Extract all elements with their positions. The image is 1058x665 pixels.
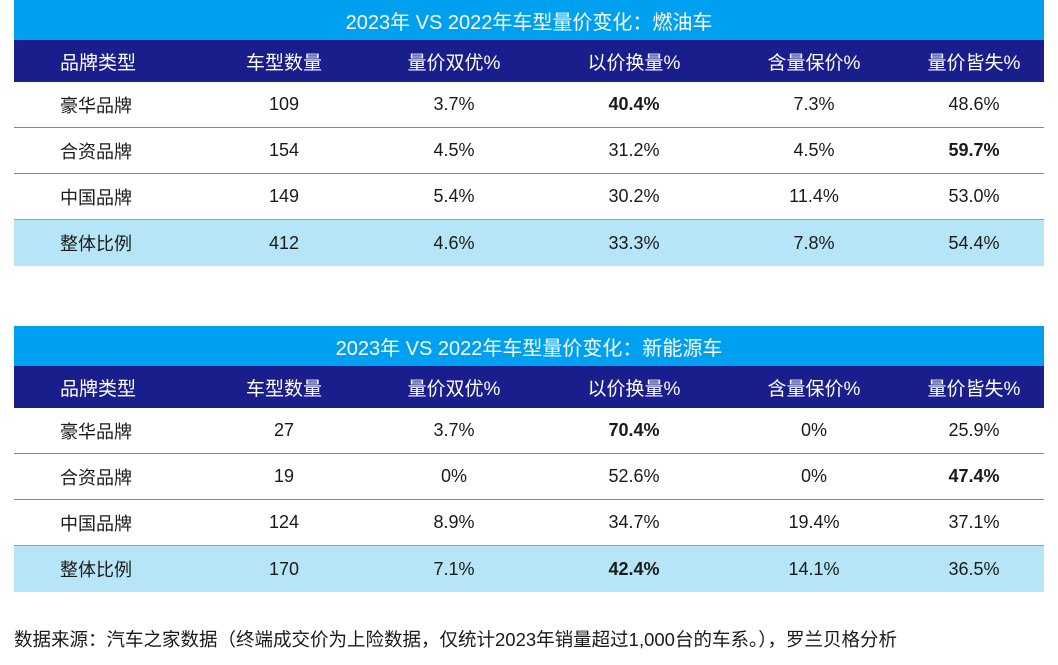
table-cell: 合资品牌 xyxy=(60,467,132,488)
table-cell: 0% xyxy=(440,466,467,486)
table-cell: 中国品牌 xyxy=(60,187,132,208)
table-cell: 40.4% xyxy=(608,94,660,114)
table-header-row: 品牌类型 车型数量 量价双优% 以价换量% 含量保价% 量价皆失% xyxy=(14,40,1044,82)
table-row: 豪华品牌 109 3.7% 40.4% 7.3% 48.6% xyxy=(14,82,1044,128)
table-cell: 25.9% xyxy=(948,420,1000,440)
table-cell: 19 xyxy=(273,466,295,486)
table-total-row: 整体比例 412 4.6% 33.3% 7.8% 54.4% xyxy=(14,220,1044,266)
table-cell: 30.2% xyxy=(608,186,660,206)
table-cell: 5.4% xyxy=(433,186,475,206)
table-cell: 0% xyxy=(800,420,827,440)
header-cell: 品牌类型 xyxy=(60,52,137,74)
header-cell: 量价皆失% xyxy=(927,52,1021,74)
table-cell: 27 xyxy=(273,420,295,440)
header-cell: 含量保价% xyxy=(767,52,861,74)
header-cell: 以价换量% xyxy=(587,378,681,400)
table-cell: 59.7% xyxy=(948,140,1000,160)
table-row: 合资品牌 19 0% 52.6% 0% 47.4% xyxy=(14,454,1044,500)
table-cell: 3.7% xyxy=(433,420,475,440)
table-row: 合资品牌 154 4.5% 31.2% 4.5% 59.7% xyxy=(14,128,1044,174)
table-cell: 4.5% xyxy=(793,140,835,160)
table-row: 中国品牌 149 5.4% 30.2% 11.4% 53.0% xyxy=(14,174,1044,220)
table-cell: 19.4% xyxy=(788,512,840,532)
table-cell: 154 xyxy=(268,140,300,160)
table-cell: 整体比例 xyxy=(60,560,132,580)
table-cell: 14.1% xyxy=(788,558,840,579)
table-cell: 36.5% xyxy=(948,558,1000,579)
header-cell: 品牌类型 xyxy=(60,378,137,400)
table-cell: 31.2% xyxy=(608,140,660,160)
table-cell: 0% xyxy=(800,466,827,486)
header-cell: 量价双优% xyxy=(407,52,501,74)
table-cell: 豪华品牌 xyxy=(60,421,132,442)
table-cell: 149 xyxy=(268,186,300,206)
table-cell: 34.7% xyxy=(608,512,660,532)
table-cell: 37.1% xyxy=(948,512,1000,532)
table-row: 豪华品牌 27 3.7% 70.4% 0% 25.9% xyxy=(14,408,1044,454)
table-cell: 合资品牌 xyxy=(60,141,132,162)
table-cell: 47.4% xyxy=(948,466,1000,486)
table-cell: 124 xyxy=(268,512,300,532)
table-total-row: 整体比例 170 7.1% 42.4% 14.1% 36.5% xyxy=(14,546,1044,592)
table-cell: 52.6% xyxy=(608,466,660,486)
table-cell: 70.4% xyxy=(608,420,660,440)
fuel-vehicle-table: 2023年 VS 2022年车型量价变化：燃油车 品牌类型 车型数量 量价双优%… xyxy=(14,0,1044,266)
table-cell: 8.9% xyxy=(433,512,475,532)
header-cell: 含量保价% xyxy=(767,378,861,400)
header-cell: 车型数量 xyxy=(245,378,322,400)
table-cell: 54.4% xyxy=(948,232,1000,253)
table-row: 中国品牌 124 8.9% 34.7% 19.4% 37.1% xyxy=(14,500,1044,546)
table-cell: 7.8% xyxy=(793,232,835,253)
nev-vehicle-table: 2023年 VS 2022年车型量价变化：新能源车 品牌类型 车型数量 量价双优… xyxy=(14,326,1044,592)
table-cell: 3.7% xyxy=(433,94,475,114)
table-cell: 53.0% xyxy=(948,186,1000,206)
table-cell: 7.3% xyxy=(793,94,835,114)
table-cell: 170 xyxy=(268,558,300,579)
table-cell: 42.4% xyxy=(608,558,660,579)
table-header-row: 品牌类型 车型数量 量价双优% 以价换量% 含量保价% 量价皆失% xyxy=(14,366,1044,408)
table-cell: 4.5% xyxy=(433,140,475,160)
table-cell: 48.6% xyxy=(948,94,1000,114)
table-cell: 7.1% xyxy=(433,558,475,579)
table-cell: 整体比例 xyxy=(60,234,132,254)
table-cell: 中国品牌 xyxy=(60,513,132,534)
table-cell: 109 xyxy=(268,94,300,114)
table-cell: 11.4% xyxy=(789,186,839,206)
header-cell: 量价皆失% xyxy=(927,378,1021,400)
table-title: 2023年 VS 2022年车型量价变化：新能源车 xyxy=(14,326,1044,366)
table-title: 2023年 VS 2022年车型量价变化：燃油车 xyxy=(14,0,1044,40)
table-cell: 4.6% xyxy=(433,232,475,253)
source-note: 数据来源：汽车之家数据（终端成交价为上险数据，仅统计2023年销量超过1,000… xyxy=(14,629,897,650)
header-cell: 量价双优% xyxy=(407,378,501,400)
header-cell: 以价换量% xyxy=(587,52,681,74)
table-cell: 33.3% xyxy=(608,232,660,253)
table-cell: 豪华品牌 xyxy=(60,95,132,116)
header-cell: 车型数量 xyxy=(245,52,322,74)
table-cell: 412 xyxy=(268,232,300,253)
